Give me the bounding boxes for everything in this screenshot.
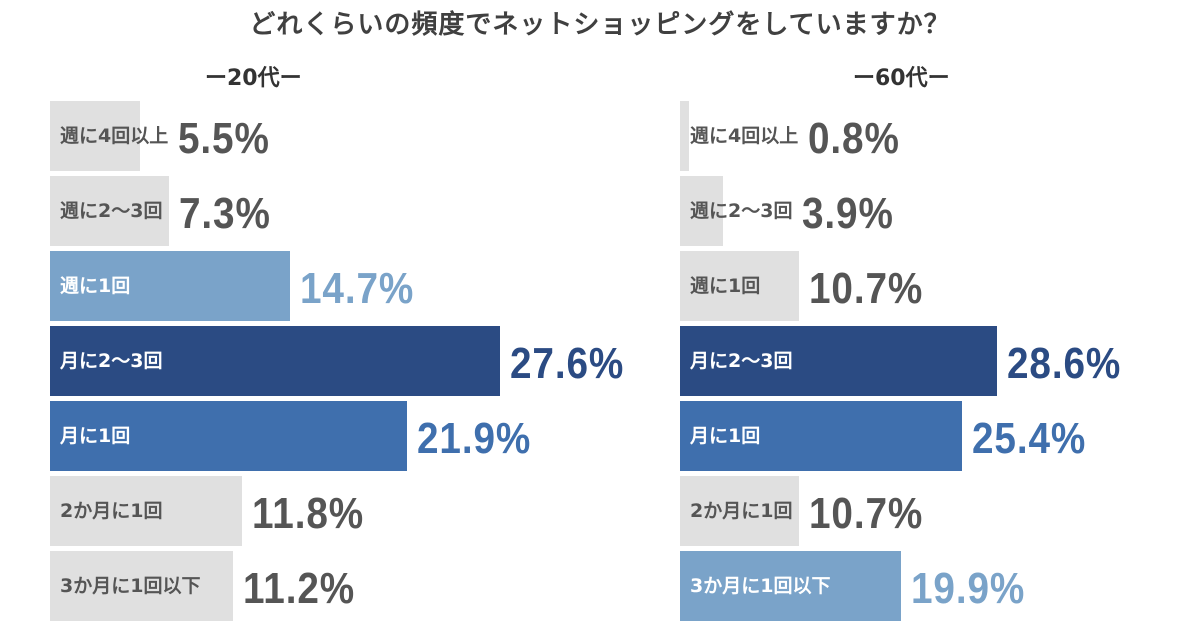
category-label-chart-0-row-6: 3か月に1回以下	[60, 575, 201, 597]
category-label-chart-1-row-2: 週に1回	[690, 275, 761, 297]
value-label-chart-1-row-6: 19.9%	[910, 564, 1026, 613]
bar-chart-1-row-1	[680, 176, 724, 246]
value-label-chart-1-row-1: 3.9%	[802, 189, 895, 238]
category-label-chart-1-row-0: 週に4回以上	[690, 125, 799, 147]
bar-chart-0-row-0	[50, 101, 140, 171]
bar-chart-1-row-5	[680, 476, 799, 546]
value-label-chart-0-row-6: 11.2%	[242, 564, 355, 613]
value-label-chart-1-row-2: 10.7%	[808, 264, 923, 313]
bar-chart-0-row-4	[50, 401, 407, 471]
bar-chart-0-row-3	[50, 326, 500, 396]
value-label-chart-0-row-4: 21.9%	[416, 414, 532, 463]
category-label-chart-1-row-1: 週に2〜3回	[690, 200, 793, 222]
chart-title-main: どれくらいの頻度でネットショッピングをしていますか？	[249, 10, 951, 40]
bar-chart-1-row-4	[680, 401, 962, 471]
value-label-chart-1-row-0: 0.8%	[808, 114, 901, 163]
chart-title-60s: ー60代ー	[853, 66, 950, 91]
category-label-chart-0-row-5: 2か月に1回	[60, 500, 163, 522]
value-label-chart-0-row-1: 7.3%	[178, 189, 271, 238]
value-label-chart-0-row-2: 14.7%	[299, 264, 414, 313]
category-label-chart-0-row-0: 週に4回以上	[60, 125, 169, 147]
bar-chart-0-row-1	[50, 176, 169, 246]
bar-chart-0-row-2	[50, 251, 290, 321]
category-label-chart-0-row-1: 週に2〜3回	[60, 200, 163, 222]
value-label-chart-0-row-3: 27.6%	[509, 339, 625, 388]
category-label-chart-0-row-3: 月に2〜3回	[60, 350, 163, 372]
bar-chart-1-row-0	[680, 101, 689, 171]
bar-chart-0-row-6	[50, 551, 233, 621]
value-label-chart-1-row-4: 25.4%	[971, 414, 1087, 463]
category-label-chart-1-row-6: 3か月に1回以下	[690, 575, 831, 597]
category-label-chart-1-row-5: 2か月に1回	[690, 500, 793, 522]
bar-chart-1-row-6	[680, 551, 901, 621]
category-label-chart-1-row-4: 月に1回	[690, 425, 761, 447]
value-label-chart-1-row-5: 10.7%	[808, 489, 923, 538]
bar-chart-0-row-5	[50, 476, 243, 546]
category-label-chart-0-row-4: 月に1回	[60, 425, 131, 447]
bar-chart-1-row-3	[680, 326, 998, 396]
chart-title-20s: ー20代ー	[205, 66, 302, 91]
value-label-chart-0-row-5: 11.8%	[252, 489, 365, 538]
category-label-chart-0-row-2: 週に1回	[60, 275, 131, 297]
category-label-chart-1-row-3: 月に2〜3回	[690, 350, 793, 372]
bar-chart-1-row-2	[680, 251, 799, 321]
value-label-chart-0-row-0: 5.5%	[178, 114, 271, 163]
value-label-chart-1-row-3: 28.6%	[1007, 339, 1122, 388]
